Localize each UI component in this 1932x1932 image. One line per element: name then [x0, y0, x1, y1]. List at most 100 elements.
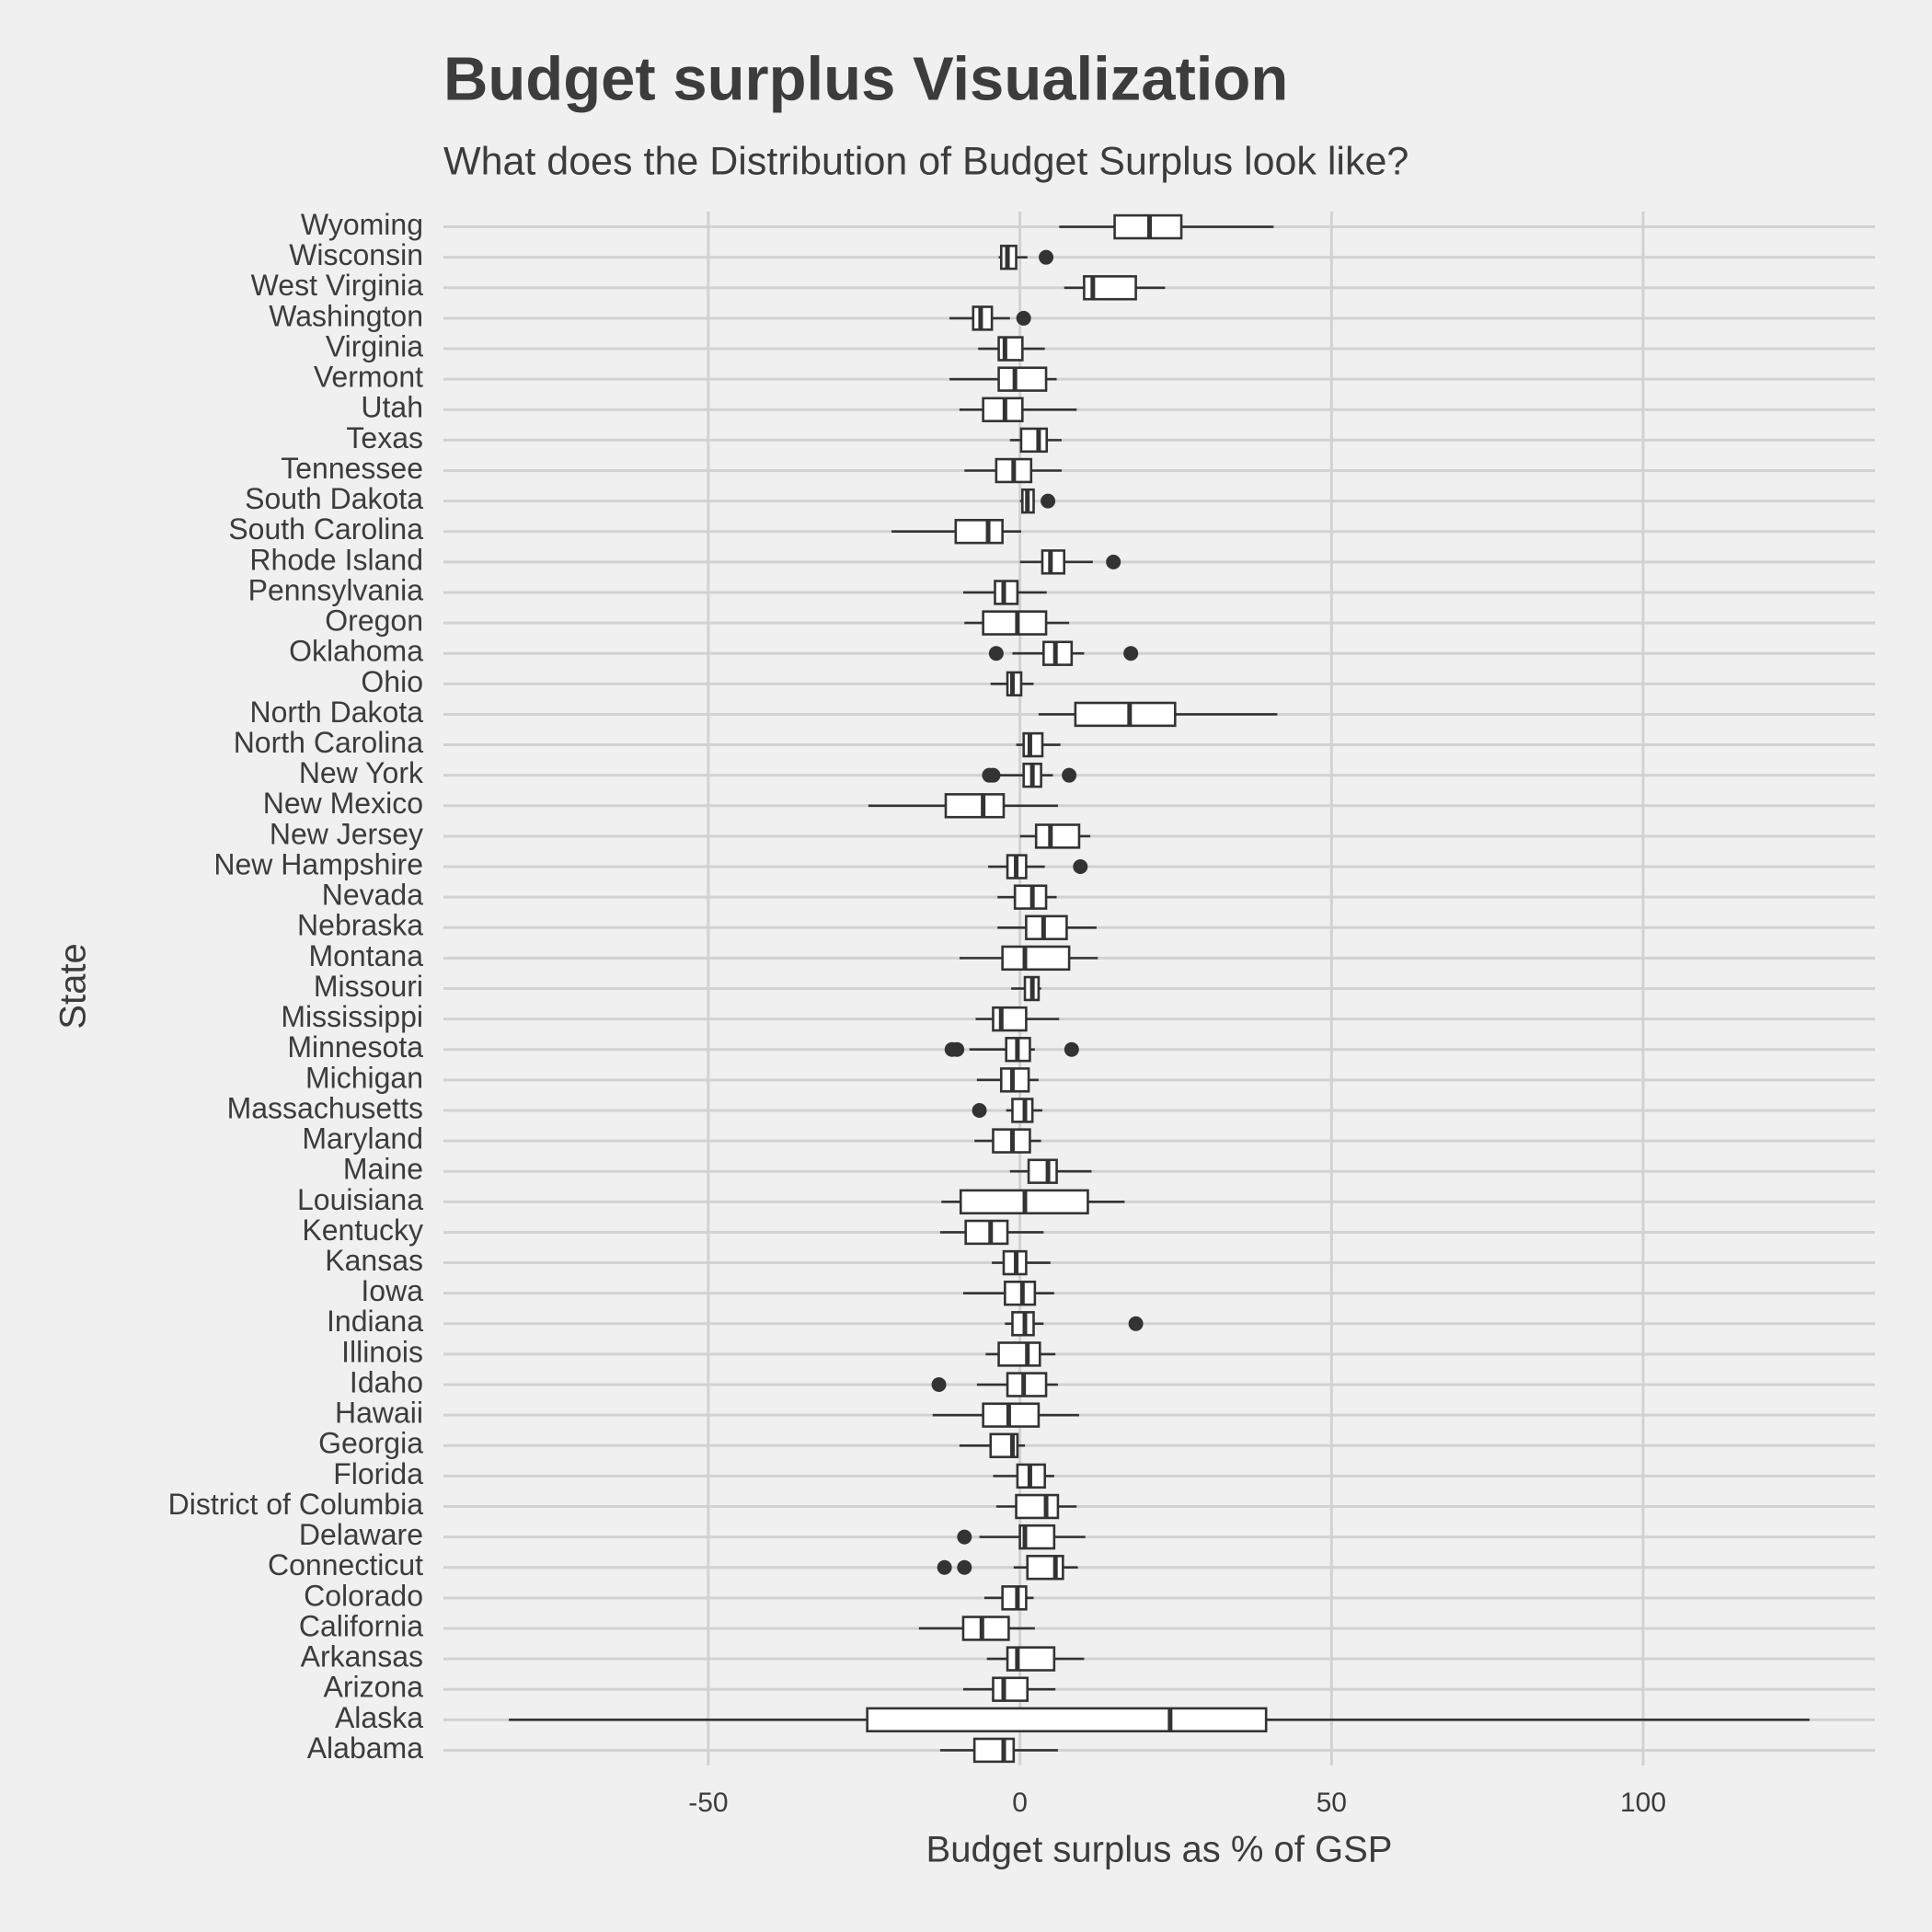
- y-tick-label: Pennsylvania: [248, 573, 424, 606]
- outlier: [1123, 646, 1139, 661]
- y-tick-label: Mississippi: [281, 1000, 423, 1033]
- box: [982, 610, 1048, 636]
- y-tick-label: Kansas: [325, 1244, 423, 1277]
- y-tick-label: Colorado: [304, 1579, 423, 1612]
- y-tick-label: Iowa: [361, 1274, 423, 1307]
- y-tick-label: Wyoming: [301, 208, 423, 241]
- y-tick-label: Michigan: [305, 1061, 423, 1094]
- box: [1041, 549, 1065, 575]
- y-tick-label: Ohio: [361, 665, 423, 698]
- y-tick-label: Arkansas: [301, 1640, 423, 1673]
- y-tick-label: South Dakota: [245, 482, 423, 515]
- box: [1001, 1585, 1028, 1611]
- x-axis-label: Budget surplus as % of GSP: [926, 1830, 1393, 1870]
- y-tick-label: Rhode Island: [249, 543, 423, 576]
- y-tick-label: Montana: [308, 939, 423, 972]
- box: [972, 1737, 1016, 1764]
- y-tick-label: Alaska: [335, 1701, 423, 1734]
- box: [1011, 1098, 1034, 1123]
- y-tick-label: Connecticut: [268, 1548, 423, 1581]
- chart-title: Budget surplus Visualization: [443, 45, 1288, 114]
- outlier: [1106, 554, 1121, 569]
- y-tick-label: Oregon: [325, 604, 423, 638]
- y-tick-label: Oklahoma: [289, 635, 423, 668]
- y-tick-label: California: [299, 1609, 423, 1642]
- y-tick-label: Nebraska: [297, 909, 423, 942]
- y-tick-label: Utah: [361, 391, 423, 424]
- outlier: [1064, 1041, 1079, 1057]
- y-tick-label: Indiana: [327, 1305, 423, 1338]
- box: [992, 1006, 1028, 1032]
- y-tick-label: Texas: [346, 421, 423, 454]
- y-tick-label: Idaho: [350, 1365, 423, 1398]
- box: [1019, 427, 1049, 454]
- box: [944, 793, 1006, 819]
- outlier: [1073, 859, 1088, 875]
- x-tick-label: 50: [1317, 1788, 1347, 1818]
- box: [997, 1341, 1041, 1367]
- y-tick-label: West Virginia: [251, 269, 424, 302]
- y-tick-label: Florida: [333, 1457, 423, 1490]
- box: [992, 1676, 1029, 1702]
- y-tick-label: Kentucky: [302, 1213, 423, 1247]
- outlier: [1039, 249, 1054, 265]
- outlier: [1041, 493, 1056, 509]
- outlier: [988, 646, 1004, 661]
- y-tick-label: Alabama: [307, 1731, 424, 1765]
- box: [997, 366, 1048, 392]
- chart-subtitle: What does the Distribution of Budget Sur…: [443, 139, 1409, 183]
- y-tick-label: Virginia: [326, 329, 423, 362]
- y-tick-label: Tennessee: [281, 452, 423, 485]
- y-tick-label: New Jersey: [270, 817, 423, 850]
- box: [1006, 1372, 1048, 1397]
- y-tick-label: Louisiana: [297, 1183, 423, 1216]
- y-tick-label: Massachusetts: [227, 1091, 423, 1124]
- y-tick-label: Georgia: [318, 1427, 423, 1460]
- outlier: [1128, 1316, 1144, 1331]
- x-tick-label: 0: [1012, 1788, 1028, 1818]
- x-tick-label: 100: [1620, 1788, 1666, 1818]
- y-tick-label: New Mexico: [263, 787, 423, 820]
- y-tick-label: North Carolina: [234, 726, 424, 759]
- outlier: [1062, 767, 1077, 783]
- outlier: [949, 1041, 965, 1057]
- box: [1022, 731, 1044, 758]
- outlier: [931, 1377, 947, 1393]
- box: [1004, 1280, 1037, 1306]
- x-tick-label: -50: [688, 1788, 728, 1818]
- outlier: [957, 1559, 972, 1575]
- y-tick-label: Maryland: [302, 1122, 423, 1156]
- y-tick-label: Missouri: [314, 970, 423, 1003]
- y-tick-label: Delaware: [299, 1518, 423, 1551]
- box: [1006, 1646, 1056, 1672]
- outlier: [937, 1559, 952, 1575]
- box: [961, 1616, 1010, 1641]
- y-tick-label: Washington: [269, 299, 423, 332]
- y-tick-label: New Hampshire: [213, 847, 423, 880]
- y-tick-label: Nevada: [322, 879, 424, 912]
- outlier: [957, 1529, 972, 1545]
- y-tick-label: District of Columbia: [168, 1488, 424, 1521]
- box: [1015, 1493, 1060, 1520]
- box: [1001, 945, 1071, 972]
- box: [1027, 1158, 1058, 1184]
- outlier: [985, 767, 1001, 783]
- y-tick-label: Hawaii: [335, 1397, 423, 1430]
- y-tick-label: Minnesota: [287, 1030, 423, 1064]
- box: [999, 1067, 1030, 1093]
- box: [1025, 914, 1068, 940]
- y-tick-label: Maine: [343, 1153, 423, 1186]
- y-tick-label: North Dakota: [249, 696, 423, 729]
- outlier: [972, 1102, 987, 1118]
- y-tick-label: Illinois: [341, 1335, 423, 1368]
- box: [1074, 701, 1177, 728]
- y-axis-label: State: [53, 943, 94, 1029]
- box: [954, 519, 1004, 545]
- box: [964, 1219, 1009, 1246]
- y-tick-label: Vermont: [314, 361, 423, 394]
- y-tick-label: Wisconsin: [289, 238, 423, 271]
- box: [1034, 823, 1081, 849]
